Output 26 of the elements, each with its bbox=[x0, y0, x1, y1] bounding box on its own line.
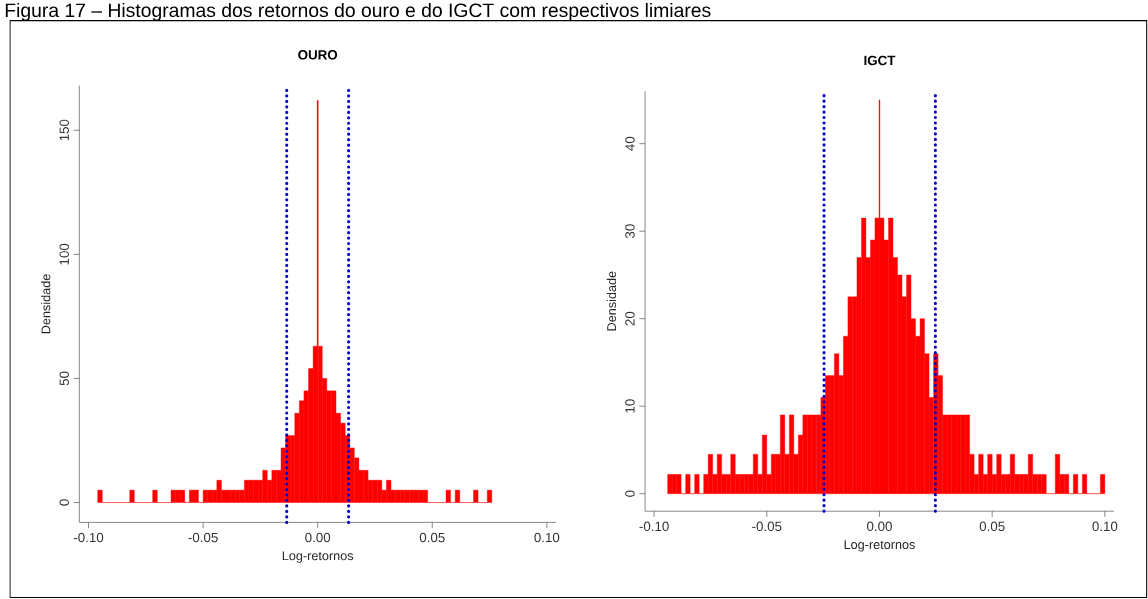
chart-title: IGCT bbox=[864, 55, 896, 66]
y-tick-label: 0 bbox=[59, 499, 69, 506]
x-tick-label: -0.10 bbox=[73, 532, 104, 543]
y-axis-title: Densidade bbox=[606, 271, 617, 331]
chart-title: OURO bbox=[298, 50, 338, 60]
y-tick-label: 40 bbox=[625, 136, 635, 151]
x-axis-title: Log-retornos bbox=[844, 540, 915, 552]
x-axis-title: Log-retornos bbox=[282, 551, 354, 563]
x-tick-label: 0.10 bbox=[534, 532, 560, 543]
x-tick-label: 0.05 bbox=[979, 521, 1005, 532]
text: Figura 17 – Histogramas dos retornos do ouro e do IGCT com respectivos limiares bbox=[5, 3, 711, 22]
y-tick-label: 50 bbox=[59, 371, 69, 386]
y-tick-label: 20 bbox=[625, 311, 635, 326]
x-tick-label: 0.00 bbox=[867, 521, 892, 532]
x-tick-label: 0.05 bbox=[419, 532, 445, 543]
y-tick-label: 30 bbox=[625, 224, 635, 239]
y-tick-label: 10 bbox=[625, 399, 635, 413]
x-tick-label: 0.10 bbox=[1092, 521, 1118, 532]
x-tick-label: -0.10 bbox=[639, 521, 669, 532]
y-tick-label: 0 bbox=[625, 490, 635, 498]
y-tick-label: 100 bbox=[59, 243, 69, 265]
x-tick-label: -0.05 bbox=[188, 532, 218, 543]
x-tick-label: -0.05 bbox=[752, 521, 782, 532]
y-axis-title: Densidade bbox=[41, 274, 51, 334]
x-tick-label: 0.00 bbox=[305, 532, 331, 543]
y-tick-label: 150 bbox=[59, 119, 69, 141]
